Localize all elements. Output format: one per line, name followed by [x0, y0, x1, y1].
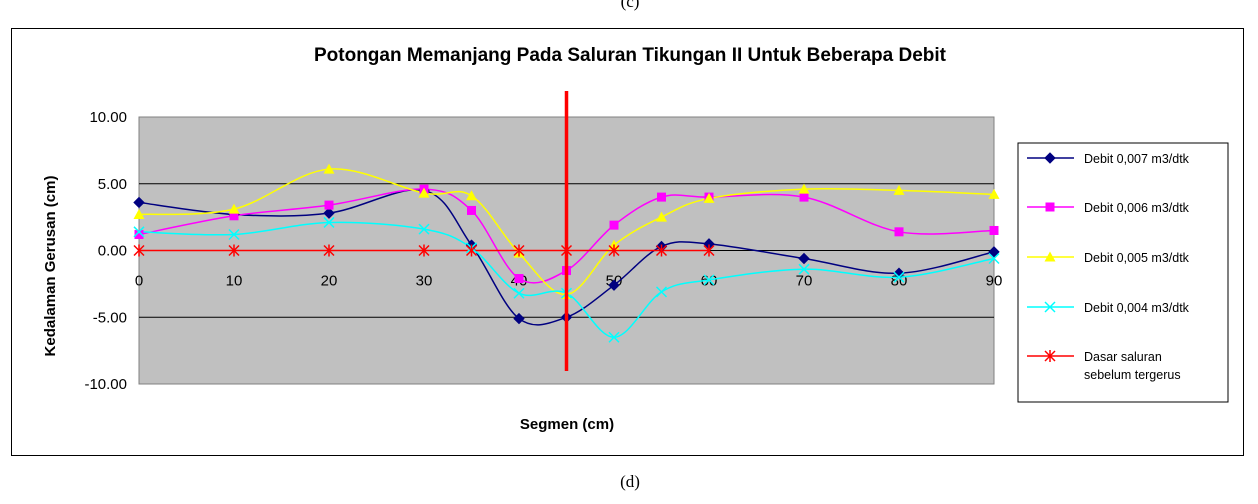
data-point [988, 246, 1000, 258]
y-tick-label: -10.00 [84, 376, 127, 393]
y-tick-label: -5.00 [93, 309, 127, 326]
y-tick-label: 5.00 [98, 176, 127, 193]
series-markers [133, 163, 1000, 343]
x-tick-label: 20 [321, 273, 338, 290]
data-point [323, 216, 335, 228]
data-point [988, 252, 1000, 265]
data-point [513, 244, 525, 257]
data-point [133, 208, 145, 219]
legend-entry: Dasar saluran sebelum tergerus [1027, 350, 1181, 382]
data-point [513, 287, 525, 299]
data-point [798, 183, 810, 194]
legend-entry: Debit 0,005 m3/dtk [1027, 251, 1190, 265]
data-point [988, 188, 1000, 199]
x-tick-label: 90 [986, 273, 1003, 290]
data-point [228, 203, 240, 214]
data-point [798, 263, 810, 275]
legend: Debit 0,007 m3/dtk Debit 0,006 m3/dtk Debi… [1027, 152, 1190, 382]
data-point [134, 229, 144, 239]
figure-top-label: (c) [620, 0, 640, 11]
data-point [513, 312, 525, 325]
legend-label: Debit 0,007 m3/dtk [1084, 152, 1190, 166]
data-point [323, 244, 335, 257]
x-tick-label: 30 [416, 273, 433, 290]
legend-marker [1044, 301, 1056, 313]
legend-entry: Debit 0,004 m3/dtk [1027, 301, 1190, 315]
data-point [323, 163, 335, 174]
data-point [608, 279, 620, 291]
data-point [133, 244, 145, 257]
legend-marker [1044, 251, 1056, 262]
legend-label: Debit 0,006 m3/dtk [1084, 201, 1190, 215]
y-tick-label: 0.00 [98, 243, 127, 260]
figure-bottom-label: (d) [620, 472, 640, 491]
data-point [228, 244, 240, 257]
data-point [133, 226, 145, 238]
data-point [655, 286, 668, 298]
data-point [655, 244, 668, 257]
legend-label: Debit 0,005 m3/dtk [1084, 251, 1190, 265]
legend-marker [1044, 350, 1056, 362]
data-point [418, 223, 430, 235]
data-point [989, 225, 999, 235]
data-point [514, 274, 524, 284]
data-point [228, 228, 240, 241]
data-point [465, 244, 478, 257]
data-point [466, 190, 477, 201]
legend-label: sebelum tergerus [1084, 368, 1181, 382]
data-point [799, 192, 809, 202]
x-tick-label: 0 [135, 273, 143, 290]
data-point [798, 252, 810, 265]
y-tick-label: 10.00 [89, 109, 127, 126]
legend-label: Dasar saluran [1084, 350, 1162, 364]
x-axis-title: Segmen (cm) [520, 416, 614, 433]
data-point [893, 271, 905, 283]
chart-title: Potongan Memanjang Pada Saluran Tikungan… [314, 45, 947, 66]
data-point [608, 331, 620, 343]
data-point [703, 192, 715, 203]
data-point [324, 200, 334, 210]
data-point [894, 227, 904, 237]
data-point [323, 207, 335, 219]
data-point [703, 274, 715, 286]
legend-entry: Debit 0,007 m3/dtk [1027, 152, 1190, 166]
x-tick-label: 10 [226, 273, 243, 290]
data-point [893, 184, 905, 195]
legend-label: Debit 0,004 m3/dtk [1084, 301, 1190, 315]
data-point [609, 220, 619, 230]
data-point [229, 211, 239, 221]
data-point [608, 244, 620, 257]
x-tick-label: 70 [796, 273, 813, 290]
data-point [703, 244, 715, 257]
data-point [656, 211, 667, 222]
y-axis-title: Kedalaman Gerusan (cm) [42, 176, 59, 357]
data-point [657, 192, 666, 202]
legend-entry: Debit 0,006 m3/dtk [1027, 201, 1190, 215]
data-point [418, 244, 430, 257]
data-point [418, 187, 430, 198]
data-point [467, 205, 476, 215]
y-tick-labels: 10.00 5.00 0.00 -5.00 -10.00 [84, 109, 127, 393]
legend-marker [1045, 202, 1055, 212]
legend-marker [1044, 152, 1056, 164]
data-point [133, 196, 145, 209]
